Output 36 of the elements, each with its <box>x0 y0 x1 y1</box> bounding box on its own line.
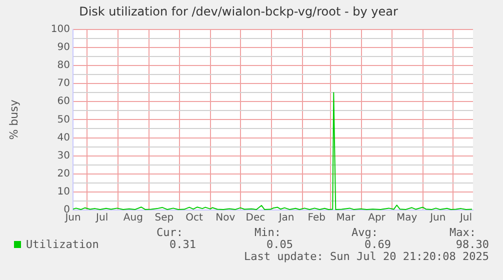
x-tick-label: Aug <box>123 212 143 224</box>
y-tick-label: 80 <box>57 60 70 72</box>
x-tick-label: Mar <box>336 212 356 224</box>
y-tick-label: 60 <box>57 96 70 108</box>
y-tick-label: 70 <box>57 78 70 90</box>
x-tick-label: Nov <box>216 212 236 224</box>
x-tick-label: Feb <box>308 212 326 224</box>
y-tick-label: 20 <box>57 168 70 180</box>
text: Last update: Sun Jul 20 21:20:08 2025 <box>244 250 489 263</box>
x-tick-label: Jan <box>278 212 294 224</box>
text: Avg: <box>352 226 378 239</box>
x-tick-label: Jul <box>458 212 472 224</box>
text: 0.31 <box>170 238 196 251</box>
y-tick-label: 30 <box>57 150 70 162</box>
y-tick-label: 90 <box>57 42 70 54</box>
text: Cur: <box>156 226 183 239</box>
y-axis-title: % busy <box>7 99 20 140</box>
x-tick-label: Oct <box>186 212 204 224</box>
x-tick-label: Dec <box>246 212 266 224</box>
text: 98.30 <box>456 238 489 251</box>
y-tick-label: 10 <box>57 186 70 198</box>
x-tick-label: Jun <box>429 212 446 224</box>
x-tick-label: Apr <box>368 212 386 224</box>
x-tick-label: Sep <box>154 212 174 224</box>
text: Min: <box>254 226 281 239</box>
text: Max: <box>450 226 476 239</box>
y-tick-label: 40 <box>57 132 70 144</box>
y-tick-label: 50 <box>57 114 70 126</box>
y-tick-label: 100 <box>50 24 70 35</box>
text: 0.69 <box>364 238 391 251</box>
x-tick-label: Jul <box>95 212 108 224</box>
chart-title: Disk utilization for /dev/wialon-bckp-vg/root - by year <box>79 4 398 18</box>
text: 0.05 <box>266 238 293 251</box>
legend-label: Utilization <box>26 238 99 251</box>
x-tick-label: Jun <box>64 212 81 224</box>
x-tick-label: May <box>396 212 418 224</box>
